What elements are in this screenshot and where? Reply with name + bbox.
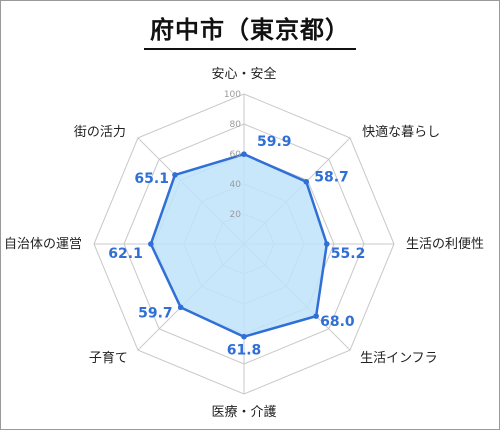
value-label: 59.9: [257, 134, 292, 150]
axis-label: 子育て: [89, 350, 128, 366]
data-point: [241, 151, 247, 157]
data-point: [313, 313, 319, 319]
axis-label: 安心・安全: [211, 66, 276, 82]
data-point: [303, 178, 310, 185]
value-label: 58.7: [314, 170, 349, 186]
axis-label: 医療・介護: [211, 404, 276, 420]
value-label: 62.1: [108, 246, 143, 262]
value-label: 68.0: [320, 314, 355, 330]
chart-title: 府中市（東京都）: [144, 10, 356, 50]
value-label: 65.1: [134, 171, 169, 187]
data-point: [241, 333, 247, 340]
radial-tick-labels: 20 40 60 80 100: [224, 90, 241, 220]
value-labels: 59.9 58.7 55.2 68.0 61.8 59.7 62.1 65.1: [108, 134, 365, 359]
axis-label: 街の活力: [74, 125, 126, 140]
axis-label: 快適な暮らし: [362, 124, 440, 140]
title-container: 府中市（東京都）: [0, 10, 500, 50]
tick-label: 40: [230, 180, 242, 190]
tick-label: 60: [230, 150, 242, 160]
radar-series: [148, 151, 330, 340]
axis-label: 自治体の運営: [4, 237, 82, 252]
data-point: [324, 241, 330, 247]
axis-label: 生活インフラ: [360, 351, 438, 366]
axis-label: 生活の利便性: [406, 237, 484, 252]
data-point: [148, 241, 154, 247]
data-point: [172, 172, 178, 178]
data-point: [177, 304, 184, 311]
tick-label: 80: [230, 120, 242, 130]
value-label: 61.8: [227, 343, 262, 359]
tick-label: 100: [224, 90, 241, 100]
tick-label: 20: [230, 210, 242, 220]
value-label: 59.7: [138, 305, 173, 321]
value-label: 55.2: [331, 246, 366, 262]
